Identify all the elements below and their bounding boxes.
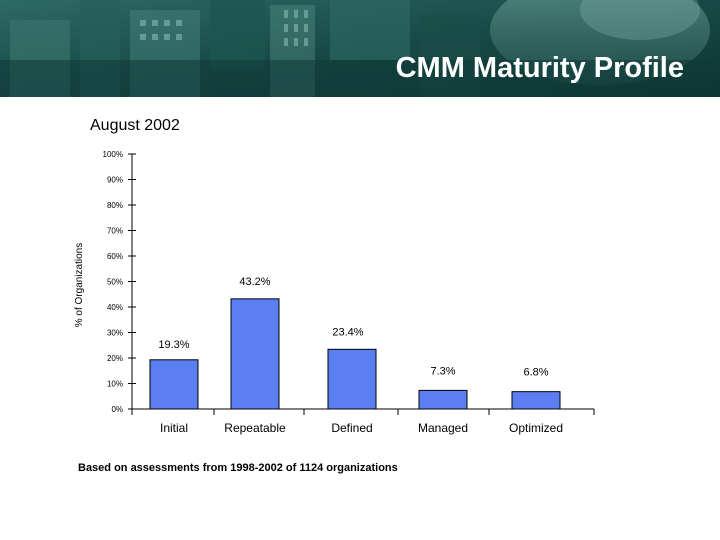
data-label-managed: 7.3%: [430, 365, 455, 377]
data-label-optimized: 6.8%: [523, 367, 548, 379]
slide-title: CMM Maturity Profile: [395, 52, 684, 84]
y-tick-label: 40%: [107, 303, 123, 312]
header-banner: [0, 0, 720, 97]
bar-repeatable: [230, 298, 280, 410]
y-tick-label: 80%: [107, 201, 123, 210]
y-tick-label: 10%: [107, 380, 123, 389]
footnote: Based on assessments from 1998-2002 of 1…: [78, 462, 398, 474]
data-label-defined: 23.4%: [332, 326, 363, 338]
y-tick-label: 70%: [107, 227, 123, 236]
y-tick-label: 90%: [107, 176, 123, 185]
y-tick-label: 100%: [103, 150, 123, 159]
x-category-label: Repeatable: [224, 421, 286, 435]
y-tick-label: 20%: [107, 354, 123, 363]
x-category-label: Managed: [418, 421, 468, 435]
y-tick-label: 30%: [107, 329, 123, 338]
bar-initial: [149, 359, 199, 410]
bar-managed: [418, 389, 468, 410]
data-labels: 19.3% 43.2% 23.4% 7.3% 6.8%: [158, 276, 548, 379]
x-category-label: Optimized: [509, 421, 563, 435]
y-axis: 0% 10% 20% 30% 40% 50% 60% 70% 80% 90% 100%: [103, 150, 136, 414]
y-tick-label: 50%: [107, 278, 123, 287]
x-category-label: Initial: [160, 421, 188, 435]
x-axis: Initial Repeatable Defined Managed Optimized: [131, 408, 595, 435]
y-tick-label: 60%: [107, 252, 123, 261]
data-label-repeatable: 43.2%: [239, 276, 270, 288]
bar-optimized: [511, 391, 561, 410]
chart-subtitle: August 2002: [90, 117, 180, 134]
bar-defined: [327, 348, 377, 410]
bars: [149, 298, 561, 410]
y-tick-label: 0%: [111, 405, 123, 414]
y-axis-title: % of Organizations: [74, 243, 85, 328]
banner-image: [0, 0, 720, 97]
data-label-initial: 19.3%: [158, 339, 189, 351]
x-category-label: Defined: [331, 421, 372, 435]
